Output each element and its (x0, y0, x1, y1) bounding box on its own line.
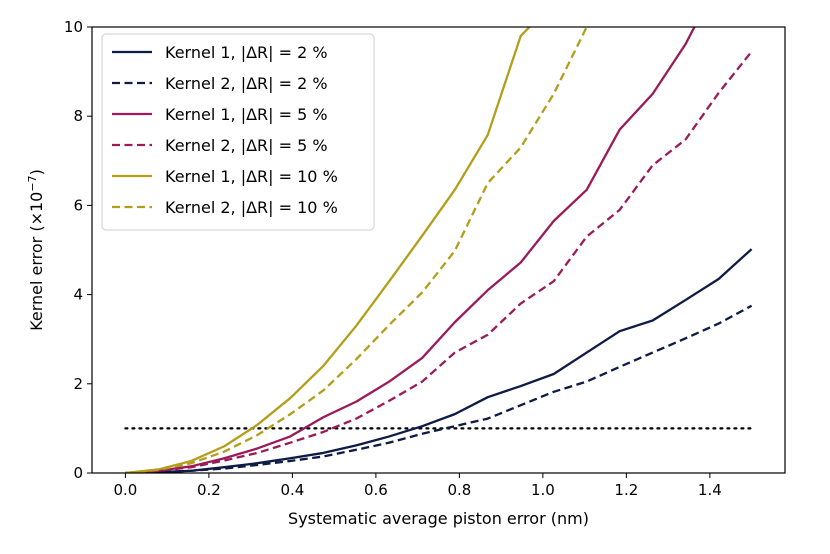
y-axis-label: Kernel error (×10−7) (26, 169, 47, 331)
legend-label-4: Kernel 2, |ΔR| = 5 % (165, 136, 328, 155)
y-tick-label: 2 (73, 375, 83, 393)
x-tick-label: 1.0 (531, 481, 555, 499)
x-tick-label: 0.6 (364, 481, 388, 499)
x-tick-label: 1.4 (698, 481, 722, 499)
plot-frame (91, 26, 786, 474)
series-line-3 (125, 27, 696, 473)
x-tick-label: 0.0 (113, 481, 137, 499)
legend-box (101, 33, 375, 231)
series-line-5 (125, 27, 531, 473)
series-line-2 (125, 304, 753, 473)
y-axis-label-close: ) (27, 169, 46, 175)
y-tick-label: 10 (64, 18, 83, 36)
x-axis-label: Systematic average piston error (nm) (288, 509, 589, 528)
x-tick-label: 0.2 (197, 481, 221, 499)
legend: Kernel 1, |ΔR| = 2 % Kernel 2, |ΔR| = 2 %… (101, 33, 375, 231)
x-tick-label: 1.2 (614, 481, 638, 499)
y-tick-label: 4 (73, 286, 83, 304)
series-line-4 (125, 50, 753, 473)
y-axis-label-exponent: −7 (26, 175, 39, 191)
y-tick-label: 0 (73, 464, 83, 482)
legend-label-2: Kernel 2, |ΔR| = 2 % (165, 74, 328, 93)
legend-label-6: Kernel 2, |ΔR| = 10 % (165, 198, 338, 217)
x-tick-label: 0.4 (280, 481, 304, 499)
legend-label-5: Kernel 1, |ΔR| = 10 % (165, 167, 338, 186)
legend-label-3: Kernel 1, |ΔR| = 5 % (165, 105, 328, 124)
y-tick-label: 6 (73, 196, 83, 214)
x-tick-label: 0.8 (447, 481, 471, 499)
series-line-6 (125, 27, 588, 473)
legend-label-1: Kernel 1, |ΔR| = 2 % (165, 43, 328, 62)
series-line-1 (125, 248, 753, 473)
y-axis-label-main: Kernel error (×10 (27, 192, 46, 331)
y-tick-label: 8 (73, 107, 83, 125)
